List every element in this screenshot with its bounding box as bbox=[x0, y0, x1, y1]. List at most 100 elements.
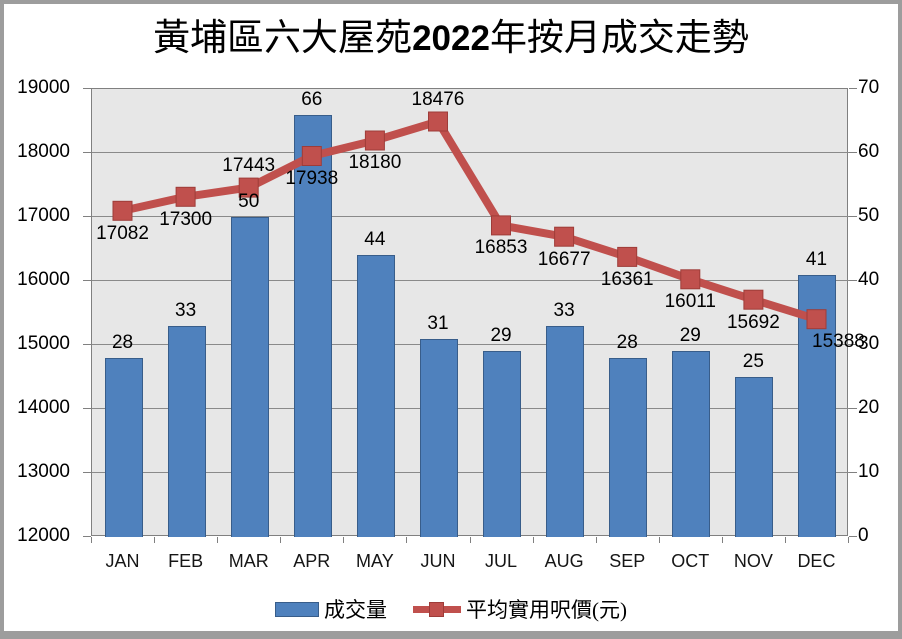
left-axis-tick bbox=[83, 344, 91, 345]
price-point-label: 15388 bbox=[812, 331, 865, 353]
gridline bbox=[92, 152, 849, 153]
x-axis-category-label: MAY bbox=[356, 551, 394, 571]
left-axis-tick bbox=[83, 280, 91, 281]
volume-bar[interactable] bbox=[609, 357, 648, 537]
right-axis-tick bbox=[849, 88, 857, 89]
bottom-axis-tick bbox=[848, 537, 849, 543]
left-axis-tick-label: 17000 bbox=[17, 205, 70, 226]
gridline bbox=[92, 408, 849, 409]
gridline bbox=[92, 344, 849, 345]
chart-title-prefix: 黃埔區六大屋苑 bbox=[153, 18, 413, 59]
price-point-label: 16853 bbox=[474, 237, 528, 259]
price-point-label: 18476 bbox=[411, 88, 465, 110]
bottom-axis-tick bbox=[784, 537, 786, 543]
price-point-label: 16011 bbox=[664, 291, 716, 313]
price-point-label: 15692 bbox=[726, 311, 780, 333]
legend-item-price[interactable]: 平均實用呎價(元) bbox=[413, 594, 627, 624]
volume-bar[interactable] bbox=[672, 351, 711, 537]
right-axis-tick bbox=[849, 216, 857, 217]
right-axis-tick-label: 30 bbox=[858, 333, 880, 354]
right-axis-tick-label: 50 bbox=[858, 205, 880, 226]
bottom-axis-tick bbox=[217, 537, 219, 543]
volume-bar-label: 33 bbox=[553, 299, 575, 321]
volume-bar-label: 50 bbox=[238, 191, 260, 212]
line-series-swatch-icon bbox=[413, 601, 461, 618]
bar-series-swatch-icon bbox=[275, 601, 319, 617]
bottom-axis-tick bbox=[154, 537, 156, 543]
bottom-axis-tick bbox=[91, 537, 92, 543]
right-axis-tick bbox=[849, 408, 857, 409]
chart-title-year: 2022 bbox=[412, 19, 490, 58]
volume-bar[interactable] bbox=[546, 325, 585, 537]
left-axis-tick-label: 15000 bbox=[17, 333, 70, 354]
left-axis-tick bbox=[83, 88, 91, 89]
x-axis-category-label: SEP bbox=[609, 551, 646, 571]
bottom-axis-tick bbox=[343, 537, 345, 543]
volume-bar-label: 44 bbox=[364, 229, 386, 251]
right-axis-tick-label: 70 bbox=[858, 77, 880, 98]
legend-volume-label: 成交量 bbox=[324, 598, 387, 622]
bottom-axis-tick bbox=[406, 537, 408, 543]
right-axis-tick-label: 40 bbox=[858, 269, 880, 290]
volume-bar-label: 41 bbox=[805, 248, 828, 270]
bottom-axis-tick bbox=[595, 537, 597, 543]
right-axis-tick-label: 60 bbox=[858, 141, 880, 162]
price-point-label: 16677 bbox=[537, 248, 591, 270]
x-axis-category-label: FEB bbox=[168, 551, 204, 571]
x-axis-category-label: MAR bbox=[228, 551, 269, 571]
right-axis-tick bbox=[849, 472, 857, 473]
left-axis-tick-label: 12000 bbox=[17, 525, 70, 546]
chart-title-suffix: 年按月成交走勢 bbox=[489, 18, 749, 59]
price-point-label: 16361 bbox=[600, 268, 654, 290]
left-axis-tick-label: 13000 bbox=[17, 461, 70, 482]
volume-bar-label: 25 bbox=[742, 351, 764, 372]
volume-bar[interactable] bbox=[483, 351, 522, 537]
right-axis-tick-label: 10 bbox=[858, 461, 880, 482]
x-axis-category-label: DEC bbox=[797, 551, 836, 571]
price-point-label: 17443 bbox=[222, 154, 276, 176]
chart-legend: 成交量 平均實用呎價(元) bbox=[4, 594, 898, 624]
x-axis-category-label: JUN bbox=[420, 551, 456, 571]
right-axis-tick-label: 0 bbox=[858, 525, 869, 546]
right-axis-tick bbox=[849, 344, 857, 345]
left-axis-tick bbox=[83, 152, 91, 153]
x-axis-category-label: JUL bbox=[485, 551, 518, 571]
right-axis-tick bbox=[849, 152, 857, 153]
price-point-label: 17082 bbox=[96, 222, 149, 244]
x-axis-category-label: OCT bbox=[671, 551, 710, 571]
x-axis-category-label: NOV bbox=[733, 551, 773, 571]
gridline bbox=[92, 280, 849, 281]
volume-bar-label: 29 bbox=[679, 325, 701, 347]
volume-bar-label: 29 bbox=[490, 325, 512, 347]
volume-bar-label: 33 bbox=[175, 299, 197, 321]
bottom-axis-tick bbox=[721, 537, 723, 543]
legend-price-label: 平均實用呎價(元) bbox=[466, 598, 627, 622]
volume-bar[interactable] bbox=[735, 377, 774, 537]
left-axis-tick bbox=[83, 408, 91, 409]
volume-bar[interactable] bbox=[356, 255, 395, 537]
legend-item-volume[interactable]: 成交量 bbox=[275, 594, 387, 624]
left-axis-tick-label: 18000 bbox=[17, 141, 70, 162]
x-axis-category-label: APR bbox=[293, 551, 331, 571]
volume-bar-label: 28 bbox=[111, 331, 134, 353]
volume-bar[interactable] bbox=[104, 357, 143, 537]
chart-title: 黃埔區六大屋苑2022年按月成交走勢 bbox=[4, 12, 898, 66]
left-axis-tick bbox=[83, 216, 91, 217]
volume-bar[interactable] bbox=[419, 338, 458, 537]
right-axis-tick-label: 20 bbox=[858, 397, 880, 418]
bottom-axis-tick bbox=[280, 537, 282, 543]
gridline bbox=[92, 472, 849, 473]
bottom-axis-tick bbox=[469, 537, 471, 543]
left-axis-tick-label: 14000 bbox=[17, 397, 70, 418]
x-axis-category-label: JAN bbox=[105, 551, 140, 571]
volume-bar-label: 31 bbox=[427, 312, 449, 334]
bottom-axis-tick bbox=[658, 537, 660, 543]
x-axis-category-label: AUG bbox=[544, 551, 584, 571]
volume-bar[interactable] bbox=[167, 325, 206, 537]
volume-bar[interactable] bbox=[798, 274, 837, 537]
price-point-label: 18180 bbox=[348, 152, 402, 174]
volume-bar[interactable] bbox=[230, 217, 269, 537]
right-axis-tick bbox=[849, 280, 857, 281]
volume-bar-label: 66 bbox=[301, 88, 323, 110]
